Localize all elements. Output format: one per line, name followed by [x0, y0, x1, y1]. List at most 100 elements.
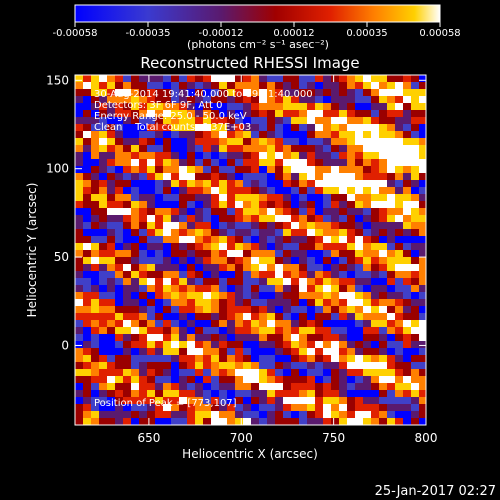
heatmap-cell: [219, 145, 227, 152]
heatmap-cell: [411, 145, 419, 152]
heatmap-cell: [179, 271, 187, 278]
heatmap-cell: [355, 257, 363, 264]
heatmap-cell: [219, 152, 227, 159]
heatmap-cell: [211, 117, 219, 124]
heatmap-cell: [339, 334, 347, 341]
heatmap-cell: [83, 341, 91, 348]
heatmap-cell: [99, 180, 107, 187]
heatmap-cell: [211, 404, 219, 411]
heatmap-cell: [115, 82, 123, 89]
colorbar-tick-label: 0.00035: [346, 28, 387, 39]
heatmap-cell: [179, 180, 187, 187]
heatmap-cell: [203, 390, 211, 397]
heatmap-cell: [355, 243, 363, 250]
heatmap-cell: [395, 166, 403, 173]
heatmap-cell: [355, 145, 363, 152]
heatmap-cell: [267, 362, 275, 369]
heatmap-cell: [187, 138, 195, 145]
heatmap-cell: [219, 159, 227, 166]
heatmap-cell: [155, 236, 163, 243]
heatmap-cell: [331, 131, 339, 138]
heatmap-cell: [251, 299, 259, 306]
heatmap-cell: [411, 411, 419, 418]
heatmap-cell: [187, 327, 195, 334]
heatmap-cell: [187, 166, 195, 173]
heatmap-cell: [99, 229, 107, 236]
heatmap-cell: [179, 138, 187, 145]
heatmap-cell: [419, 208, 426, 215]
heatmap-cell: [243, 306, 251, 313]
heatmap-cell: [395, 362, 403, 369]
heatmap-cell: [395, 334, 403, 341]
heatmap-cell: [283, 334, 291, 341]
heatmap-cell: [291, 243, 299, 250]
heatmap-cell: [419, 264, 426, 271]
heatmap-cell: [211, 271, 219, 278]
heatmap-cell: [235, 404, 243, 411]
heatmap-cell: [131, 152, 139, 159]
heatmap-cell: [203, 243, 211, 250]
heatmap-cell: [187, 89, 195, 96]
heatmap-cell: [243, 411, 251, 418]
heatmap-cell: [371, 369, 379, 376]
heatmap-cell: [99, 313, 107, 320]
heatmap-cell: [315, 166, 323, 173]
heatmap-cell: [115, 292, 123, 299]
heatmap-cell: [363, 390, 371, 397]
heatmap-cell: [131, 166, 139, 173]
heatmap-cell: [99, 250, 107, 257]
heatmap-cell: [115, 334, 123, 341]
heatmap-cell: [339, 362, 347, 369]
heatmap-cell: [339, 313, 347, 320]
heatmap-cell: [219, 82, 227, 89]
heatmap-cell: [323, 215, 331, 222]
heatmap-cell: [259, 131, 267, 138]
heatmap-cell: [299, 166, 307, 173]
heatmap-cell: [179, 285, 187, 292]
heatmap-cell: [339, 124, 347, 131]
heatmap-cell: [395, 418, 403, 425]
heatmap-cell: [91, 404, 99, 411]
heatmap-cell: [211, 334, 219, 341]
heatmap-cell: [307, 222, 315, 229]
heatmap-cell: [155, 222, 163, 229]
heatmap-cell: [403, 313, 411, 320]
heatmap-cell: [203, 215, 211, 222]
heatmap-cell: [123, 299, 131, 306]
heatmap-cell: [163, 264, 171, 271]
heatmap-cell: [171, 166, 179, 173]
heatmap-cell: [331, 327, 339, 334]
heatmap-cell: [347, 355, 355, 362]
heatmap-cell: [107, 187, 115, 194]
heatmap-cell: [275, 124, 283, 131]
heatmap-cell: [211, 236, 219, 243]
heatmap-cell: [323, 411, 331, 418]
heatmap-cell: [75, 75, 83, 82]
heatmap-cell: [331, 334, 339, 341]
heatmap-cell: [259, 341, 267, 348]
heatmap-cell: [387, 166, 395, 173]
heatmap-cell: [323, 236, 331, 243]
heatmap-cell: [323, 390, 331, 397]
heatmap-cell: [243, 229, 251, 236]
heatmap-cell: [75, 327, 83, 334]
heatmap-cell: [227, 222, 235, 229]
heatmap-cell: [275, 187, 283, 194]
heatmap-cell: [395, 341, 403, 348]
heatmap-cell: [379, 348, 387, 355]
heatmap-cell: [267, 208, 275, 215]
heatmap-cell: [75, 397, 83, 404]
heatmap-cell: [275, 376, 283, 383]
heatmap-cell: [107, 271, 115, 278]
heatmap-cell: [219, 166, 227, 173]
heatmap-cell: [131, 173, 139, 180]
heatmap-cell: [363, 89, 371, 96]
heatmap-cell: [91, 96, 99, 103]
heatmap-cell: [187, 103, 195, 110]
heatmap-cell: [171, 117, 179, 124]
heatmap-cell: [371, 75, 379, 82]
heatmap-cell: [99, 299, 107, 306]
heatmap-cell: [395, 306, 403, 313]
heatmap-cell: [331, 166, 339, 173]
heatmap-cell: [347, 75, 355, 82]
